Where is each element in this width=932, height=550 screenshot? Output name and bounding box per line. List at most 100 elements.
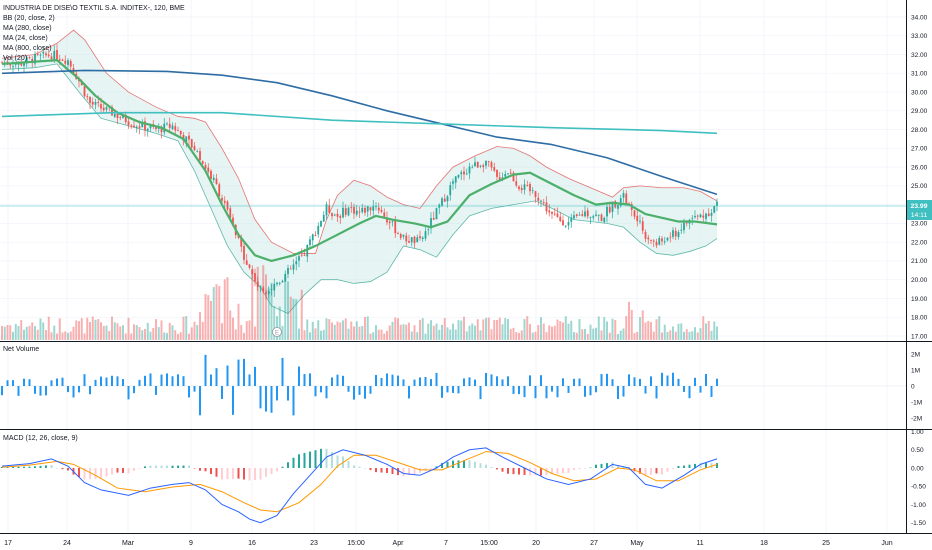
candle-body <box>625 193 628 204</box>
net-volume-bar <box>177 374 179 386</box>
candle-body <box>267 290 270 295</box>
volume-bar <box>75 320 78 340</box>
candle-body <box>89 96 91 104</box>
candle-body <box>652 240 655 242</box>
candle-body <box>446 196 449 202</box>
net-volume-legend[interactable]: Net Volume <box>3 346 39 353</box>
candle-body <box>457 174 460 178</box>
candle-body <box>298 256 300 261</box>
candle-body <box>303 254 306 256</box>
net-volume-bar <box>303 374 306 386</box>
candle-body <box>548 210 551 213</box>
net-volume-bar <box>413 379 416 386</box>
net-volume-bar <box>83 374 86 386</box>
volume-bar <box>190 327 193 340</box>
candle-body <box>562 220 564 226</box>
time-tick-label: Jun <box>881 540 892 547</box>
candle-body <box>515 181 518 186</box>
dividend-marker[interactable]: E <box>272 327 282 337</box>
volume-bar <box>545 332 548 340</box>
candle-body <box>276 282 278 285</box>
macd-histogram-bar <box>485 464 487 468</box>
legend-ma24[interactable]: MA (24, close) <box>3 35 48 42</box>
candle-body <box>542 202 545 204</box>
net-volume-bar <box>100 376 102 386</box>
candle-body <box>614 201 617 208</box>
macd-histogram-bar <box>28 466 31 468</box>
volume-bar <box>713 321 716 340</box>
price-tick-label: 19.00 <box>911 296 928 303</box>
macd-histogram-bar <box>589 467 592 469</box>
candle-body <box>369 207 372 211</box>
net-volume-bar <box>67 386 69 393</box>
macd-lines <box>1 447 718 524</box>
candle-body <box>551 211 553 214</box>
macd-histogram-bar <box>391 468 394 475</box>
candle-body <box>677 232 680 238</box>
candle-body <box>573 215 575 219</box>
candle-body <box>375 206 377 208</box>
macd-legend[interactable]: MACD (12, 26, close, 9) <box>3 435 78 442</box>
volume-bar <box>567 323 570 340</box>
net-volume-bar <box>336 374 339 386</box>
candle-body <box>9 64 12 66</box>
net-volume-bar <box>314 386 317 397</box>
candle-body <box>633 210 636 217</box>
macd-histogram-bar <box>556 468 559 474</box>
volume-bar <box>17 325 20 340</box>
net-volume-bar <box>78 386 80 393</box>
macd-histogram-bar <box>518 468 520 475</box>
volume-bar <box>1 326 3 340</box>
candle-body <box>713 206 716 213</box>
macd-histogram-bar <box>276 468 278 472</box>
net-volume-bar <box>232 386 234 415</box>
volume-bar <box>410 331 413 340</box>
net-volume-bar <box>1 386 3 396</box>
legend-vol[interactable]: Vol (20) <box>3 55 27 62</box>
volume-bar <box>388 325 391 340</box>
candle-body <box>42 52 45 54</box>
volume-bar <box>399 324 402 340</box>
volume-bar <box>454 329 457 340</box>
volume-bar <box>127 317 130 340</box>
legend-ma800[interactable]: MA (800, close) <box>3 45 52 52</box>
volume-bar <box>243 332 245 340</box>
candle-body <box>28 57 31 58</box>
macd-histogram-bar <box>386 468 388 473</box>
price-tick-label: 34.00 <box>911 14 928 21</box>
candle-body <box>507 173 509 175</box>
net-volume-bar <box>105 377 108 386</box>
volume-bar <box>251 269 254 340</box>
macd-histogram-bar <box>6 466 9 468</box>
net-volume-bar <box>666 375 669 386</box>
macd-histogram-bar <box>507 468 509 474</box>
ma-280-line <box>1 69 718 196</box>
net-volume-bar <box>193 386 196 392</box>
volume-bar <box>595 327 597 340</box>
macd-histogram-bar <box>17 466 20 468</box>
macd-histogram-bar <box>716 463 718 468</box>
candle-body <box>394 220 397 234</box>
volume-bar <box>94 319 97 340</box>
volume-bar <box>446 327 449 340</box>
net-volume-histogram <box>1 354 718 416</box>
legend-ma280[interactable]: MA (280, close) <box>3 25 52 32</box>
candle-body <box>553 213 556 215</box>
volume-bar <box>353 326 355 340</box>
legend-bb[interactable]: BB (20, close, 2) <box>3 15 55 22</box>
macd-histogram-bar <box>204 468 207 472</box>
ma-24-line <box>1 59 718 263</box>
candle-body <box>47 54 50 57</box>
main-legend[interactable]: INDUSTRIA DE DISE\O TEXTIL S.A. INDITEX-… <box>3 5 185 62</box>
time-tick-label: Mar <box>122 540 135 547</box>
volume-bar <box>124 333 127 340</box>
volume-bar <box>146 322 149 340</box>
candle-body <box>680 229 683 231</box>
candle-body <box>168 123 171 128</box>
candle-body <box>490 162 493 168</box>
volume-bar <box>58 318 61 340</box>
volume-bar <box>237 303 240 340</box>
price-tick-label: 26.00 <box>911 164 928 171</box>
time-tick-label: 16 <box>248 540 256 547</box>
